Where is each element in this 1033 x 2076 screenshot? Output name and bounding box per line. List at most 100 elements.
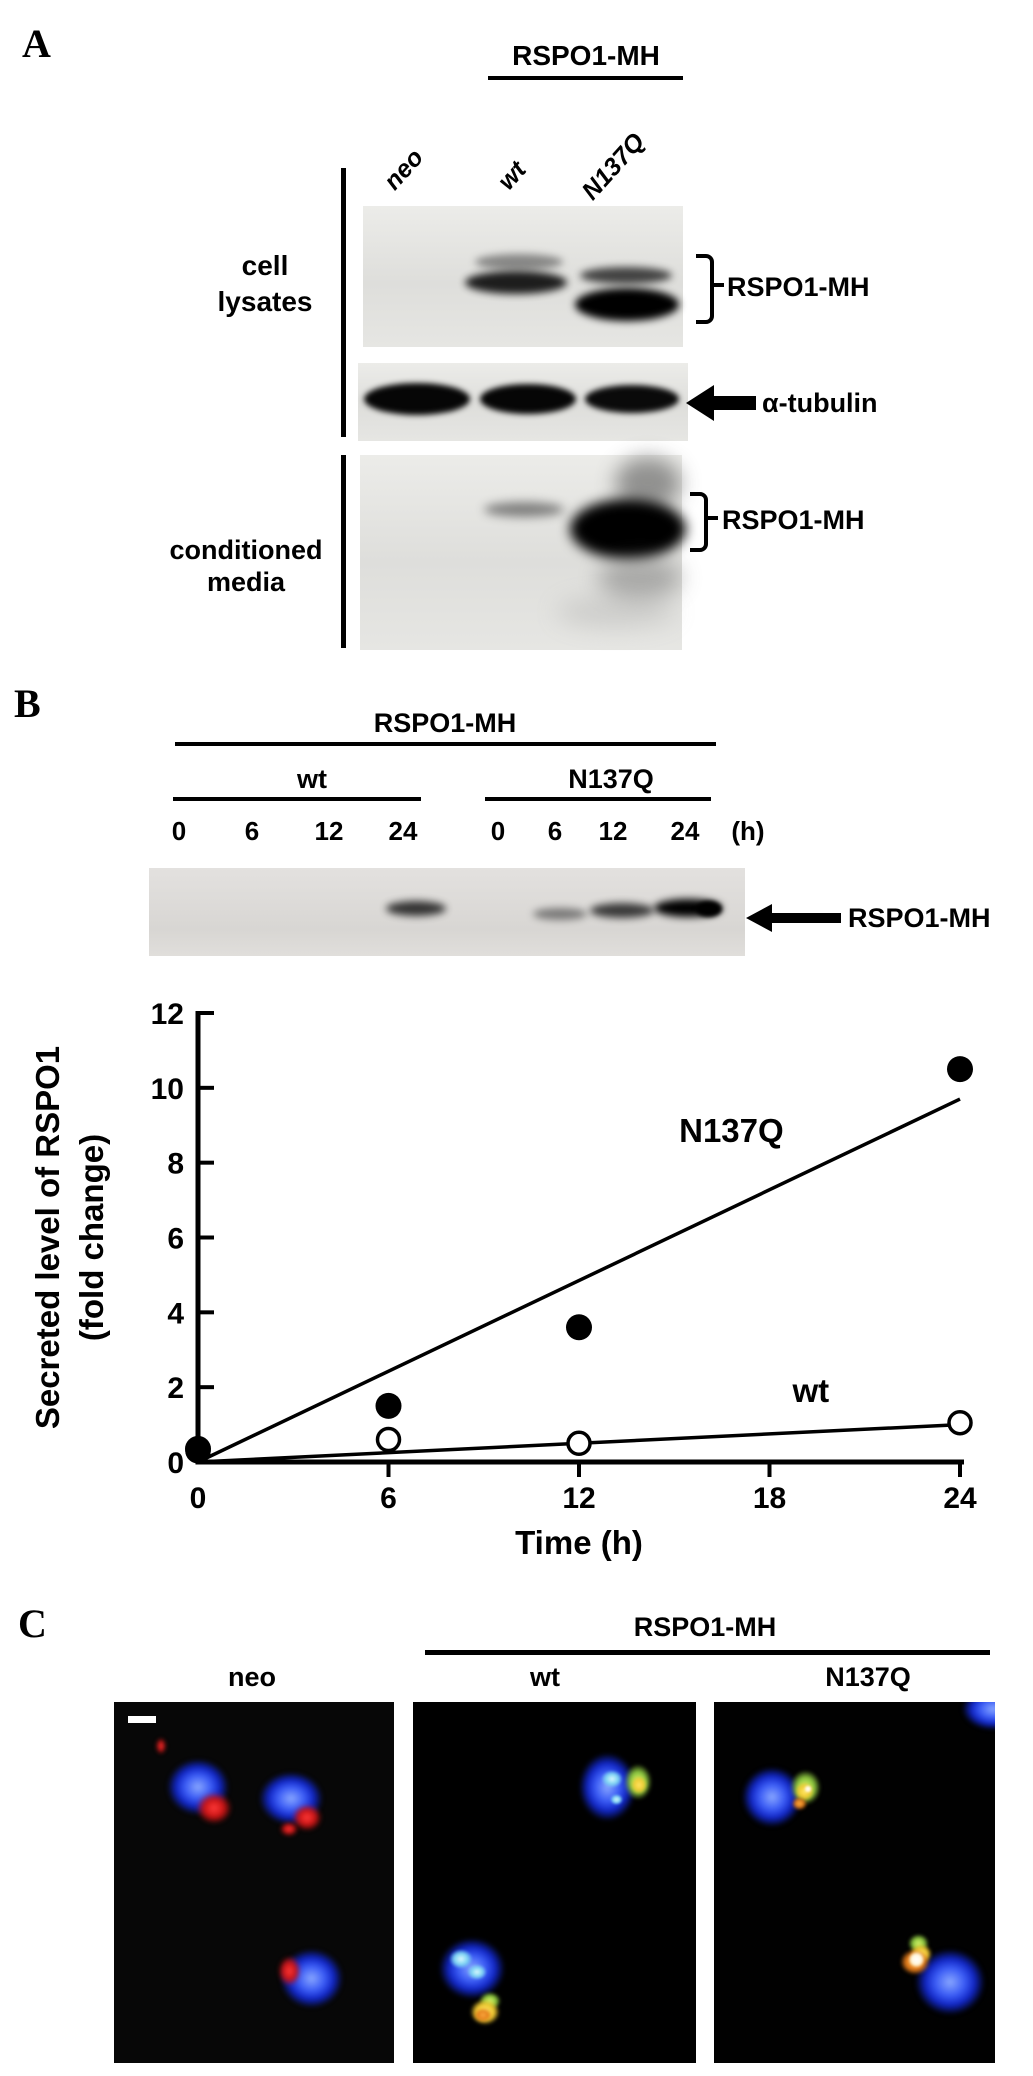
- tubulin-blot: [358, 363, 688, 441]
- time-n137q-0: 0: [490, 816, 506, 846]
- band-b-n137q-12h: [590, 903, 654, 918]
- lysates-bracket-label: RSPO1-MH: [727, 272, 870, 302]
- x-tick-label: 24: [943, 1482, 977, 1515]
- media-bracket-icon: [690, 492, 708, 552]
- time-wt-24: 24: [388, 816, 418, 846]
- secretion-timecourse-blot: [149, 868, 745, 956]
- band-wt-main: [465, 271, 567, 294]
- conditioned-media-side-label: conditioned media: [146, 534, 346, 598]
- conditioned-media-bar: [341, 455, 346, 648]
- lysates-bracket-icon: [696, 254, 714, 324]
- side-label-line: conditioned: [169, 535, 323, 565]
- data-point-wt: [566, 1430, 592, 1457]
- arrow-left-icon: [686, 385, 756, 421]
- band-n137q-main: [575, 288, 679, 321]
- data-point-wt: [375, 1426, 402, 1453]
- y-tick-label: 2: [167, 1372, 184, 1405]
- panel-b-header-underline: [175, 742, 716, 746]
- data-point-wt: [947, 1409, 973, 1436]
- band-media-wt: [484, 502, 564, 517]
- panel-c-label: C: [18, 1601, 47, 1646]
- image-label-wt: wt: [530, 1662, 560, 1692]
- cyan-spot: [449, 1949, 473, 1969]
- band-tubulin-neo: [364, 383, 470, 415]
- panel-c-header: RSPO1-MH: [633, 1612, 777, 1642]
- series-label-wt: wt: [791, 1372, 829, 1409]
- lane-label-wt: wt: [492, 155, 532, 196]
- group-label-wt: wt: [297, 764, 327, 794]
- y-tick-label: 8: [167, 1148, 184, 1181]
- orange-signal: [474, 2008, 492, 2022]
- band-media-n137q-smear-bottom: [598, 557, 682, 599]
- micrograph-neo: [114, 1702, 394, 2063]
- yellow-signal: [631, 1776, 647, 1794]
- y-tick-label: 0: [167, 1447, 184, 1480]
- band-tubulin-n137q: [585, 385, 679, 413]
- tubulin-label: α-tubulin: [762, 388, 878, 418]
- micrograph-n137q: [714, 1702, 995, 2063]
- panel-b-label: B: [14, 681, 41, 726]
- band-b-n137q-6h: [533, 908, 587, 920]
- conditioned-media-blot: [360, 455, 686, 650]
- x-axis-title: Time (h): [515, 1524, 643, 1561]
- cell-lysates-bar: [341, 168, 346, 437]
- time-wt-6: 6: [244, 816, 260, 846]
- data-point-N137Q: [566, 1314, 592, 1341]
- red-signal: [196, 1792, 232, 1824]
- red-signal: [280, 1822, 298, 1836]
- micrograph-wt: [413, 1702, 696, 2063]
- white-signal: [804, 1785, 812, 1793]
- group-label-n137q: N137Q: [568, 764, 654, 794]
- x-tick-label: 6: [380, 1482, 397, 1515]
- time-n137q-12: 12: [598, 816, 628, 846]
- cell-lysates-side-label: cell lysates: [185, 248, 345, 320]
- media-bracket-label: RSPO1-MH: [722, 505, 865, 535]
- y-tick-label: 4: [167, 1297, 184, 1330]
- data-point-N137Q: [375, 1392, 402, 1419]
- panel-c-header-underline: [425, 1650, 990, 1655]
- panel-a-header-underline: [488, 76, 683, 80]
- arrow-left-icon: [746, 904, 841, 932]
- red-signal: [278, 1956, 301, 1986]
- y-axis-title: Secreted level of RSPO1: [29, 1046, 66, 1429]
- cyan-spot: [601, 1770, 623, 1788]
- orange-signal: [792, 1797, 807, 1810]
- lysates-bracket-stub: [712, 283, 724, 287]
- panel-b-header: RSPO1-MH: [373, 708, 517, 738]
- image-label-neo: neo: [227, 1662, 276, 1692]
- image-label-n137q: N137Q: [825, 1662, 911, 1692]
- band-b-wt-24h: [386, 901, 446, 916]
- cell-nucleus: [962, 1702, 995, 1730]
- y-tick-label: 12: [151, 998, 184, 1031]
- time-unit-label: (h): [731, 816, 765, 846]
- cyan-spot: [467, 1964, 487, 1980]
- b-blot-arrow-label: RSPO1-MH: [848, 903, 991, 933]
- lane-label-n137q: N137Q: [576, 127, 651, 206]
- time-wt-12: 12: [314, 816, 344, 846]
- panel-a-header: RSPO1-MH: [512, 40, 660, 71]
- y-tick-label: 6: [167, 1223, 184, 1256]
- side-label-line: lysates: [217, 286, 313, 317]
- cyan-spot: [610, 1794, 623, 1805]
- time-wt-0: 0: [171, 816, 187, 846]
- band-n137q-upper: [580, 267, 672, 284]
- time-n137q-24: 24: [670, 816, 700, 846]
- time-n137q-6: 6: [547, 816, 563, 846]
- red-signal: [156, 1738, 166, 1754]
- y-tick-label: 10: [151, 1073, 184, 1106]
- panel-a-label: A: [22, 21, 51, 66]
- band-wt-upper: [475, 254, 563, 270]
- media-bracket-stub: [706, 516, 718, 520]
- band-b-n137q-24h-core: [696, 901, 722, 917]
- white-signal: [908, 1951, 925, 1968]
- data-point-N137Q: [185, 1435, 211, 1462]
- cell-lysates-blot: [363, 206, 683, 347]
- band-media-n137q-tail: [556, 597, 676, 627]
- band-tubulin-wt: [480, 384, 576, 414]
- scale-bar: [128, 1716, 156, 1723]
- side-label-line: cell: [241, 250, 289, 281]
- y-axis-title: (fold change): [73, 1134, 110, 1341]
- series-label-N137Q: N137Q: [679, 1112, 784, 1149]
